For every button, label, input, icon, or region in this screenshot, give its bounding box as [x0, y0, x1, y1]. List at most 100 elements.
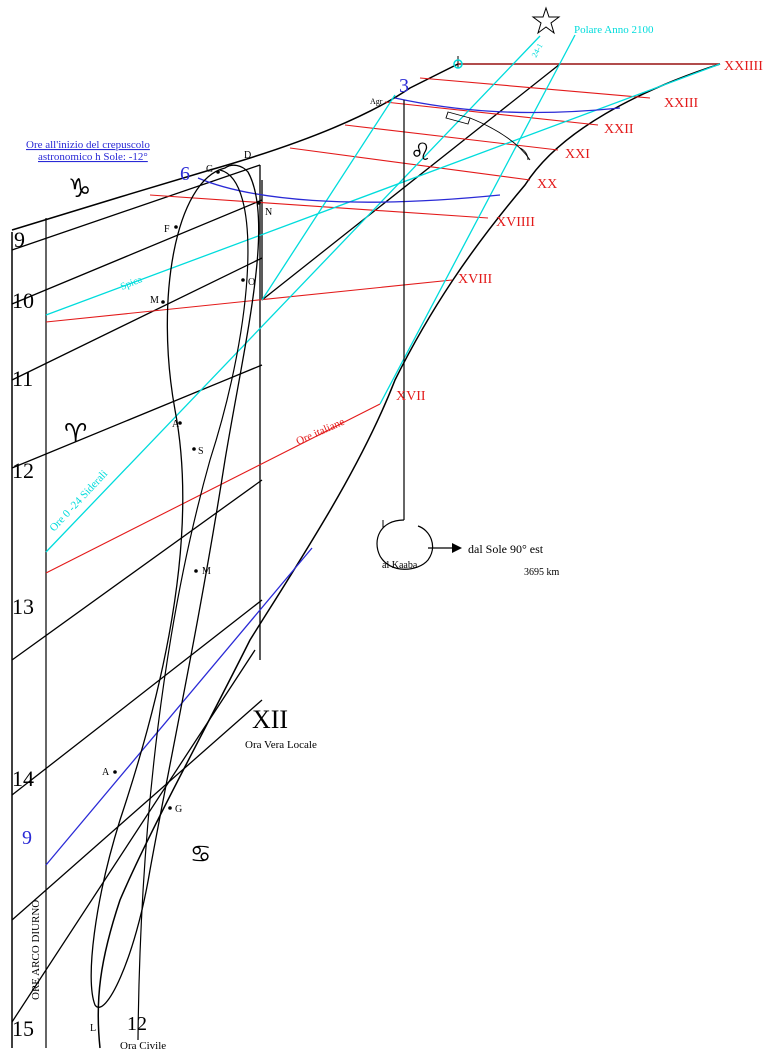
italian-hour-xxii: XXII — [604, 122, 634, 137]
hour-line-13 — [11, 479, 263, 661]
long-diagonal-1 — [261, 63, 561, 301]
month-dot-g — [216, 170, 220, 174]
gnomon-arc-small — [519, 147, 529, 161]
month-label-f: F — [164, 224, 170, 235]
analemma-curve-local — [90, 164, 260, 1008]
month-label-m-top: M — [150, 295, 159, 306]
capricorn-sign: ♑ — [68, 174, 91, 204]
sidereal-line-main — [45, 35, 541, 553]
twilight-hour-6: 6 — [180, 163, 190, 185]
kaaba-arc — [376, 519, 433, 570]
italian-hour-xviiii: XVIIII — [496, 215, 535, 230]
hour-line-15 — [11, 649, 256, 1023]
month-label-a-bottom: A — [102, 767, 110, 778]
month-dot-f — [174, 225, 178, 229]
italian-line-xvii — [45, 403, 381, 574]
diurnal-hour-11: 11 — [12, 366, 33, 391]
italian-label: Ore italiane — [294, 416, 346, 448]
kaaba-label: al Kaaba — [382, 560, 418, 571]
diurnal-hour-lines — [11, 63, 561, 1023]
italian-line-xxi — [344, 124, 559, 151]
diurnal-hour-14: 14 — [12, 766, 34, 791]
italian-hour-xvii: XVII — [396, 389, 426, 404]
altair-line — [261, 94, 396, 301]
twilight-lines — [45, 97, 621, 866]
gnomon-detail — [445, 111, 531, 161]
civil-noon-label: Ora Civile — [120, 1040, 166, 1052]
diurnal-hour-9: 9 — [14, 227, 25, 252]
polaris-star — [531, 6, 561, 35]
gnomon-rect — [445, 111, 471, 125]
italian-line-xviiii — [149, 194, 489, 219]
hour-line-14 — [11, 599, 263, 796]
month-label-g-bottom: G — [175, 804, 182, 815]
analemma — [90, 164, 261, 1041]
month-dot-m2 — [194, 569, 198, 573]
kaaba-direction-label: dal Sole 90° est — [468, 542, 544, 556]
aries-sign: ♈ — [64, 419, 87, 449]
month-dot-s — [192, 447, 196, 451]
hour-line-9 — [11, 164, 261, 251]
polaris-label: Polare Anno 2100 — [574, 24, 654, 36]
sidereal-label: Ore 0 -24 Siderali — [47, 468, 110, 534]
italian-hour-xxi: XXI — [565, 147, 590, 162]
dial-frame — [11, 56, 721, 1049]
top-edge — [11, 63, 720, 231]
diurnal-hour-12: 12 — [12, 458, 34, 483]
month-dot-a2 — [113, 770, 117, 774]
spica-label: Spica — [119, 274, 144, 293]
month-label-m-bottom: M — [202, 566, 211, 577]
solar-noon-label: Ora Vera Locale — [245, 739, 317, 751]
sidereal-lines — [45, 34, 721, 553]
right-edge — [97, 63, 721, 1049]
month-label-l: L — [90, 1023, 96, 1034]
kaaba-arrow-head — [452, 543, 462, 553]
italian-hour-xviii: XVIII — [458, 272, 493, 287]
kaaba-marker — [376, 100, 462, 570]
twilight-caption-line2: astronomico h Sole: -12° — [38, 151, 148, 163]
spica-line — [45, 63, 721, 316]
twilight-line-9 — [45, 547, 313, 866]
month-label-g-top: G — [206, 164, 213, 175]
month-dot-n — [257, 201, 261, 205]
hour-line-10 — [11, 199, 263, 305]
civil-noon-numeral: 12 — [127, 1013, 147, 1035]
italian-line-xviii — [45, 279, 453, 323]
diurnal-hour-10: 10 — [12, 288, 34, 313]
kaaba-distance-label: 3695 km — [524, 567, 560, 578]
star-icon — [531, 6, 561, 35]
month-label-o: O — [248, 277, 255, 288]
twilight-curve-3 — [394, 97, 621, 114]
twilight-hour-9: 9 — [22, 827, 32, 849]
diurnal-arc-label: ORE ARCO DIURNO — [30, 900, 42, 1000]
italian-line-xx — [289, 147, 531, 181]
month-dot-a — [178, 421, 182, 425]
month-dot-g2 — [168, 806, 172, 810]
italian-hour-xxiii: XXIII — [664, 96, 699, 111]
solar-noon-numeral: XII — [252, 705, 288, 734]
altair-label: Agr — [370, 97, 383, 106]
month-dot-o — [241, 278, 245, 282]
twilight-hour-3: 3 — [399, 75, 409, 97]
italian-line-xxii — [384, 101, 599, 126]
month-label-a-top: A — [172, 419, 180, 430]
polaris-line — [379, 34, 576, 405]
hour-line-11 — [11, 257, 263, 381]
twilight-curve-6 — [197, 177, 501, 203]
italian-hour-xx: XX — [537, 177, 557, 192]
month-dot-m — [161, 300, 165, 304]
month-label-n: N — [265, 207, 272, 218]
diurnal-hour-13: 13 — [12, 594, 34, 619]
hour-line-12 — [11, 364, 263, 469]
long-diagonal-2 — [11, 699, 263, 921]
italian-hour-xxiiii: XXIIII — [724, 59, 763, 74]
month-label-s: S — [198, 446, 204, 457]
twilight-caption-line1: Ore all'inizio del crepuscolo — [26, 139, 150, 151]
diurnal-hour-15: 15 — [12, 1016, 34, 1041]
italian-hour-lines — [45, 63, 720, 574]
top-circle-marker — [453, 59, 463, 69]
leo-sign: ♌ — [410, 138, 432, 166]
cancer-sign: ♋ — [190, 840, 212, 868]
analemma-curve-civil — [137, 169, 249, 1041]
